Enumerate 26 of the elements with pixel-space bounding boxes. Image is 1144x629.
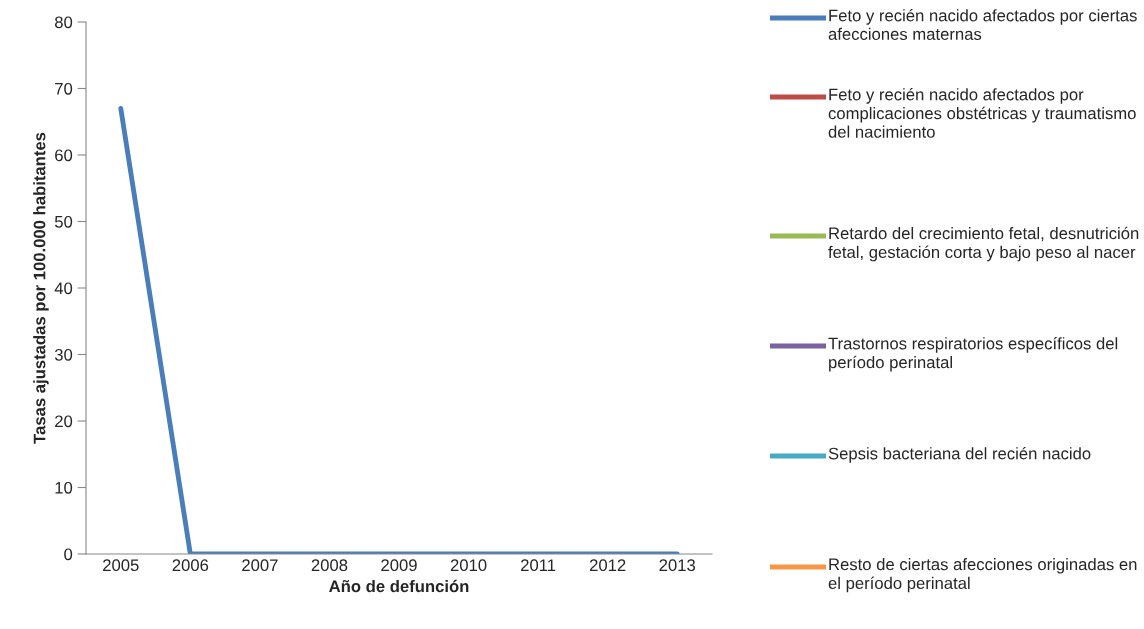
legend-label: Feto y recién nacido afectados por ciertas afecciones maternas <box>828 9 1137 40</box>
x-tick-label: 2007 <box>242 559 278 572</box>
x-tick-label: 2013 <box>659 559 696 572</box>
legend-label: Resto de ciertas afecciones originadas en el período perinatal <box>828 558 1137 593</box>
y-tick-label: 50 <box>54 215 73 228</box>
y-tick-label: 10 <box>55 481 73 494</box>
legend-label: Feto y recién nacido afectados por complicaciones obstétricas y traumatismo del nacimiento <box>828 88 1136 138</box>
y-tick-label: 70 <box>55 82 73 95</box>
y-tick-label: 40 <box>54 282 73 295</box>
x-tick-label: 2012 <box>589 559 626 572</box>
legend-label: Trastornos respiratorios específicos del período perinatal <box>828 337 1118 372</box>
y-tick-label: 30 <box>54 348 73 361</box>
legend-label: Sepsis bacteriana del recién nacido <box>828 447 1091 463</box>
x-axis-title: Año de defunción <box>329 579 469 593</box>
x-tick-label: 2011 <box>521 559 556 572</box>
y-tick-label: 80 <box>54 16 73 29</box>
x-tick-label: 2010 <box>450 559 487 572</box>
x-tick-label: 2006 <box>172 559 209 572</box>
y-axis-title: Tasas ajustadas por 100.000 habitantes <box>33 132 49 444</box>
x-tick-label: 2008 <box>311 559 348 572</box>
y-tick-label: 0 <box>64 548 73 561</box>
x-tick-label: 2009 <box>381 559 417 572</box>
y-tick-label: 20 <box>55 415 73 428</box>
y-tick-label: 60 <box>55 149 73 162</box>
x-tick-label: 2005 <box>103 559 139 572</box>
legend-label: Retardo del crecimiento fetal, desnutrición fetal, gestación corta y bajo peso al nacer <box>828 226 1139 262</box>
